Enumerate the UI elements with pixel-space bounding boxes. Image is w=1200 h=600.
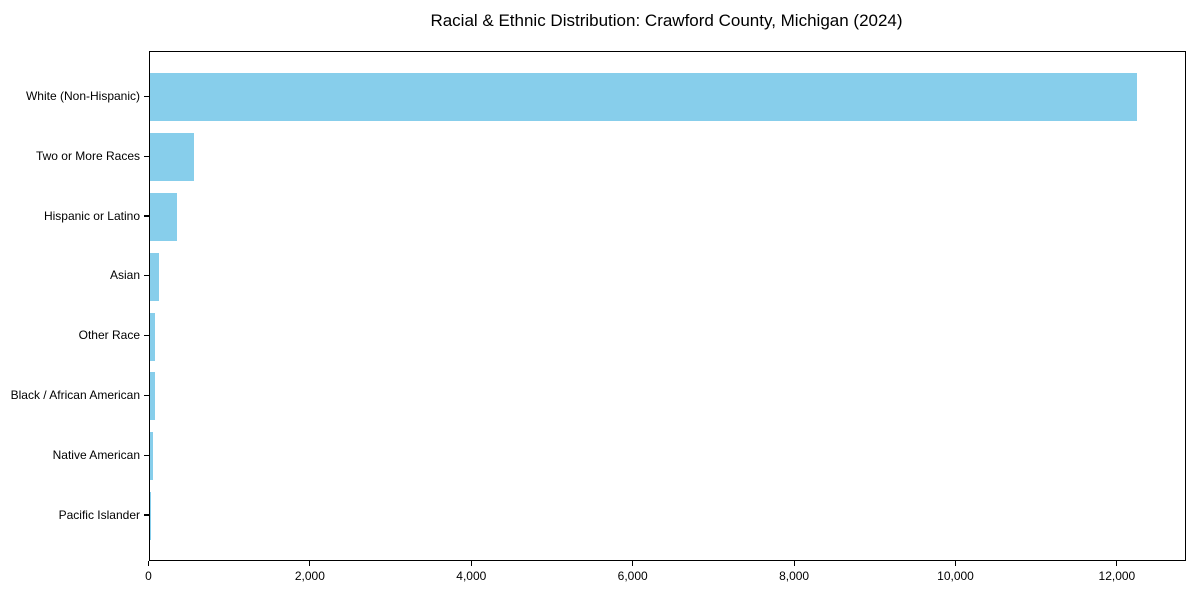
y-tick-label: Hispanic or Latino: [43, 208, 140, 223]
x-tick-mark: [147, 561, 150, 566]
y-tick-mark: [143, 454, 149, 456]
x-tick-mark: [793, 561, 795, 566]
chart-title: Racial & Ethnic Distribution: Crawford C…: [430, 11, 903, 30]
y-tick-label: Black / African American: [10, 387, 140, 402]
y-tick-label: Asian: [109, 268, 140, 283]
x-tick-mark: [470, 561, 472, 566]
bar: [149, 312, 156, 361]
y-tick-label: Native American: [52, 447, 140, 462]
y-tick-mark: [143, 95, 149, 97]
y-tick-mark: [143, 394, 149, 397]
bar: [149, 193, 177, 242]
y-tick-label: Other Race: [78, 328, 140, 343]
x-tick-label: 12,000: [1098, 569, 1136, 583]
bar: [149, 372, 155, 421]
x-tick-label: 6,000: [617, 569, 648, 583]
y-tick-mark: [143, 514, 149, 516]
x-tick-mark: [954, 561, 957, 566]
x-tick-mark: [632, 561, 634, 566]
bar: [149, 252, 160, 301]
x-tick-label: 4,000: [456, 569, 487, 583]
x-tick-label: 0: [145, 569, 152, 583]
y-tick-label: White (Non-Hispanic): [25, 88, 140, 103]
y-tick-mark: [143, 155, 149, 157]
y-tick-mark: [143, 215, 149, 217]
bar: [149, 73, 1138, 122]
y-tick-mark: [143, 335, 149, 337]
plot-area: [148, 50, 1186, 561]
bar: [149, 133, 195, 182]
x-tick-label: 10,000: [937, 569, 974, 583]
x-tick-mark: [1116, 561, 1118, 566]
x-tick-label: 8,000: [779, 569, 810, 583]
x-tick-mark: [309, 561, 311, 566]
x-tick-label: 2,000: [294, 569, 325, 583]
y-tick-label: Two or More Races: [35, 148, 140, 163]
y-tick-label: Pacific Islander: [58, 507, 140, 522]
y-tick-mark: [143, 275, 149, 277]
bar: [149, 432, 153, 481]
